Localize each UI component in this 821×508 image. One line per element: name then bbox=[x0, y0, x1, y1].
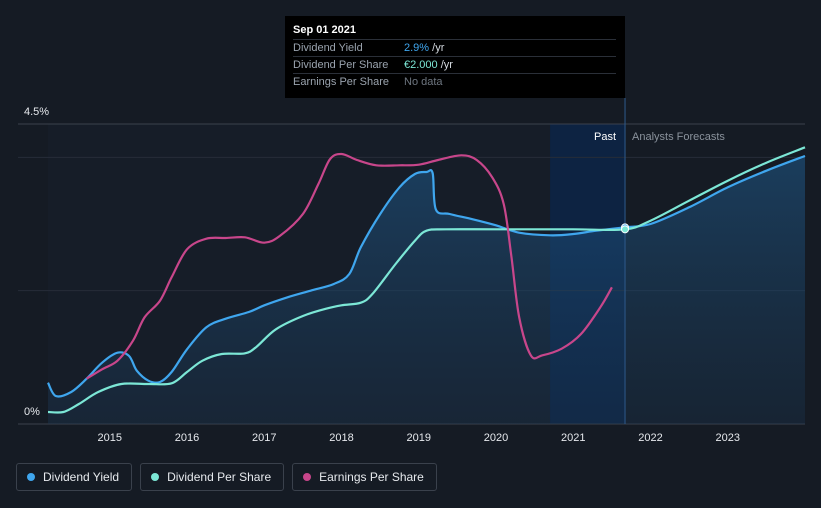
legend-dot-icon bbox=[151, 473, 160, 481]
x-tick-label: 2021 bbox=[561, 432, 585, 444]
tooltip-value-number: €2.000 bbox=[404, 59, 438, 71]
tooltip-value: €2.000 /yr bbox=[404, 57, 453, 73]
legend-dot-icon bbox=[303, 473, 312, 481]
legend-dot-icon bbox=[27, 473, 35, 481]
x-tick-label: 2020 bbox=[484, 432, 508, 444]
legend-label: Earnings Per Share bbox=[319, 470, 424, 484]
series-line-dividend-yield bbox=[47, 154, 806, 398]
series-areas bbox=[48, 156, 805, 424]
series-line-earnings-per-share bbox=[86, 152, 613, 380]
tooltip-row-earnings-per-share: Earnings Per Share No data bbox=[293, 73, 616, 90]
tooltip-label: Dividend Per Share bbox=[293, 59, 389, 71]
x-tick-label: 2018 bbox=[329, 432, 353, 444]
x-tick-label: 2019 bbox=[407, 432, 431, 444]
tooltip-label: Dividend Yield bbox=[293, 42, 363, 54]
chart-tooltip: Sep 01 2021 Dividend Yield 2.9% /yr Divi… bbox=[285, 16, 625, 98]
past-label: Past bbox=[594, 131, 616, 143]
forecast-label: Analysts Forecasts bbox=[632, 131, 725, 143]
chart-legend: Dividend Yield Dividend Per Share Earnin… bbox=[16, 463, 437, 491]
tooltip-row-dividend-per-share: Dividend Per Share €2.000 /yr bbox=[293, 56, 616, 73]
tooltip-value: No data bbox=[404, 74, 443, 90]
legend-item-earnings-per-share[interactable]: Earnings Per Share bbox=[292, 463, 437, 491]
hover-markers bbox=[621, 223, 630, 234]
legend-label: Dividend Yield bbox=[43, 470, 120, 484]
y-axis-max-label: 4.5% bbox=[24, 106, 50, 118]
tooltip-row-dividend-yield: Dividend Yield 2.9% /yr bbox=[293, 39, 616, 56]
x-tick-label: 2023 bbox=[716, 432, 740, 444]
series-area-dividend-yield bbox=[48, 156, 805, 424]
tooltip-label: Earnings Per Share bbox=[293, 76, 389, 88]
tooltip-value-unit: /yr bbox=[437, 59, 453, 71]
tooltip-value: 2.9% /yr bbox=[404, 40, 444, 56]
hover-marker-dividend-per-share bbox=[621, 225, 630, 234]
x-tick-label: 2017 bbox=[252, 432, 276, 444]
legend-label: Dividend Per Share bbox=[167, 470, 272, 484]
y-axis-min-label: 0% bbox=[24, 406, 40, 418]
x-axis-tick-labels: 2015 2016 2017 2018 2019 2020 2021 2022 2023 bbox=[98, 432, 740, 444]
x-tick-label: 2022 bbox=[638, 432, 662, 444]
tooltip-value-number: No data bbox=[404, 76, 443, 88]
legend-item-dividend-per-share[interactable]: Dividend Per Share bbox=[140, 463, 285, 491]
x-tick-label: 2015 bbox=[98, 432, 122, 444]
tooltip-value-unit: /yr bbox=[429, 42, 445, 54]
legend-item-dividend-yield[interactable]: Dividend Yield bbox=[16, 463, 133, 491]
tooltip-date: Sep 01 2021 bbox=[293, 24, 356, 36]
tooltip-value-number: 2.9% bbox=[404, 42, 430, 54]
x-tick-label: 2016 bbox=[175, 432, 199, 444]
